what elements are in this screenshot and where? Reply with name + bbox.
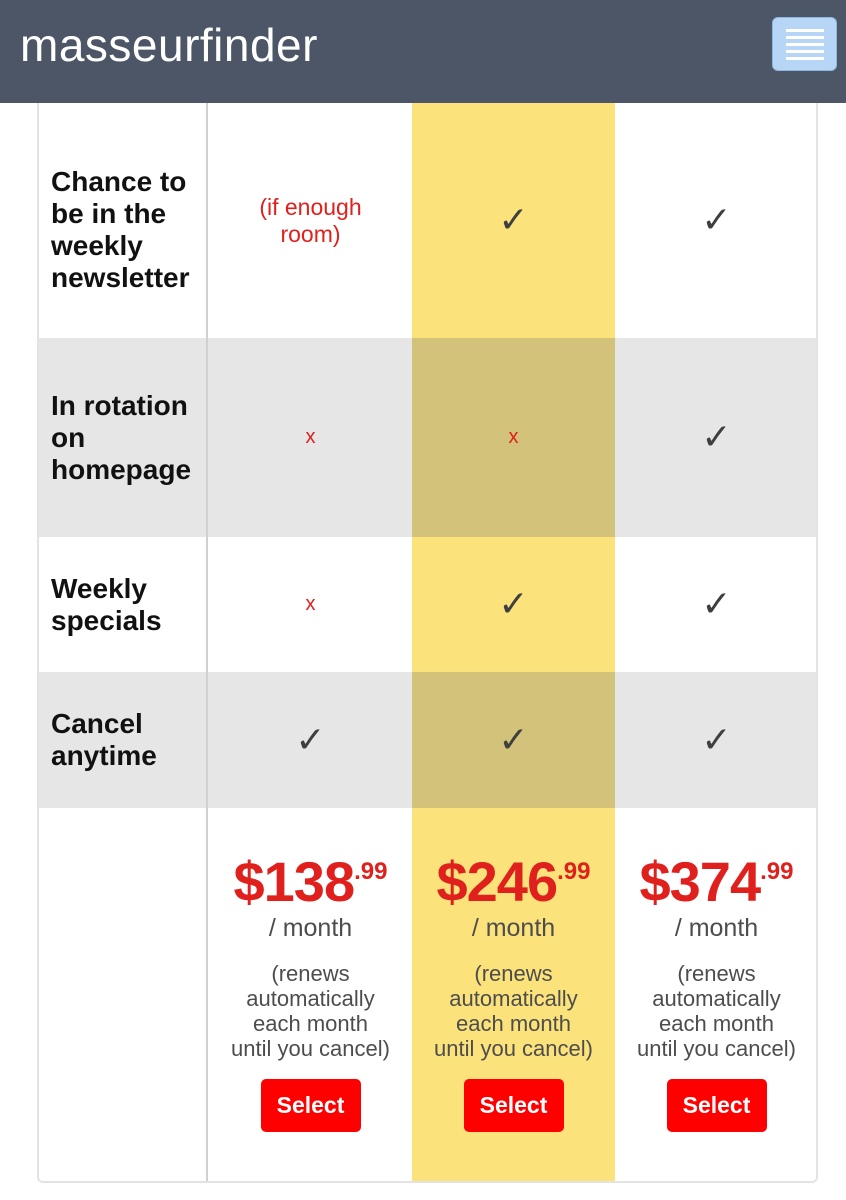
plan-price: $138.99 bbox=[233, 850, 388, 913]
x-icon: x bbox=[305, 426, 316, 448]
feature-label: Chance to be in the weekly newsletter bbox=[51, 165, 190, 293]
plan-column: $246.99 / month (renews automatically ea… bbox=[412, 808, 615, 1181]
check-icon: ✓ bbox=[701, 584, 732, 625]
x-icon: x bbox=[508, 426, 519, 448]
conditional-note: (if enough room) bbox=[259, 193, 362, 247]
x-icon: x bbox=[305, 593, 316, 615]
feature-row: Cancel anytime ✓ ✓ ✓ bbox=[39, 672, 816, 808]
pricing-table: Chance to be in the weekly newsletter (i… bbox=[37, 103, 818, 1183]
feature-label: Weekly specials bbox=[51, 572, 162, 636]
check-icon: ✓ bbox=[498, 584, 529, 625]
feature-row: In rotation on homepage x x ✓ bbox=[39, 338, 816, 537]
feature-row: Weekly specials x ✓ ✓ bbox=[39, 537, 816, 672]
plan-period: / month bbox=[268, 914, 353, 942]
site-logo[interactable]: masseurfinder bbox=[20, 19, 318, 71]
hamburger-menu-icon bbox=[785, 28, 824, 32]
column-divider bbox=[206, 103, 208, 1181]
check-icon: ✓ bbox=[295, 719, 326, 761]
plan-column: $138.99 / month (renews automatically ea… bbox=[209, 808, 412, 1181]
site-header: masseurfinder bbox=[0, 0, 846, 103]
pricing-row: $138.99 / month (renews automatically ea… bbox=[39, 808, 816, 1181]
feature-row: Chance to be in the weekly newsletter (i… bbox=[39, 103, 816, 338]
select-plan-button[interactable]: Select bbox=[463, 1079, 564, 1132]
check-icon: ✓ bbox=[498, 200, 529, 241]
feature-label: Cancel anytime bbox=[51, 708, 157, 771]
check-icon: ✓ bbox=[701, 719, 732, 761]
plan-price: $246.99 bbox=[436, 850, 591, 913]
plan-renewal-note: (renews automatically each month until y… bbox=[434, 961, 593, 1061]
check-icon: ✓ bbox=[701, 200, 732, 241]
plan-period: / month bbox=[674, 914, 759, 942]
plan-period: / month bbox=[471, 914, 556, 942]
feature-label: In rotation on homepage bbox=[51, 389, 192, 485]
hamburger-menu-button[interactable] bbox=[772, 17, 837, 71]
check-icon: ✓ bbox=[701, 417, 732, 458]
select-plan-button[interactable]: Select bbox=[260, 1079, 361, 1132]
plan-renewal-note: (renews automatically each month until y… bbox=[637, 961, 796, 1061]
plan-renewal-note: (renews automatically each month until y… bbox=[231, 961, 390, 1061]
plan-column: $374.99 / month (renews automatically ea… bbox=[615, 808, 816, 1181]
check-icon: ✓ bbox=[498, 719, 529, 761]
plan-price: $374.99 bbox=[639, 850, 794, 913]
select-plan-button[interactable]: Select bbox=[666, 1079, 767, 1132]
